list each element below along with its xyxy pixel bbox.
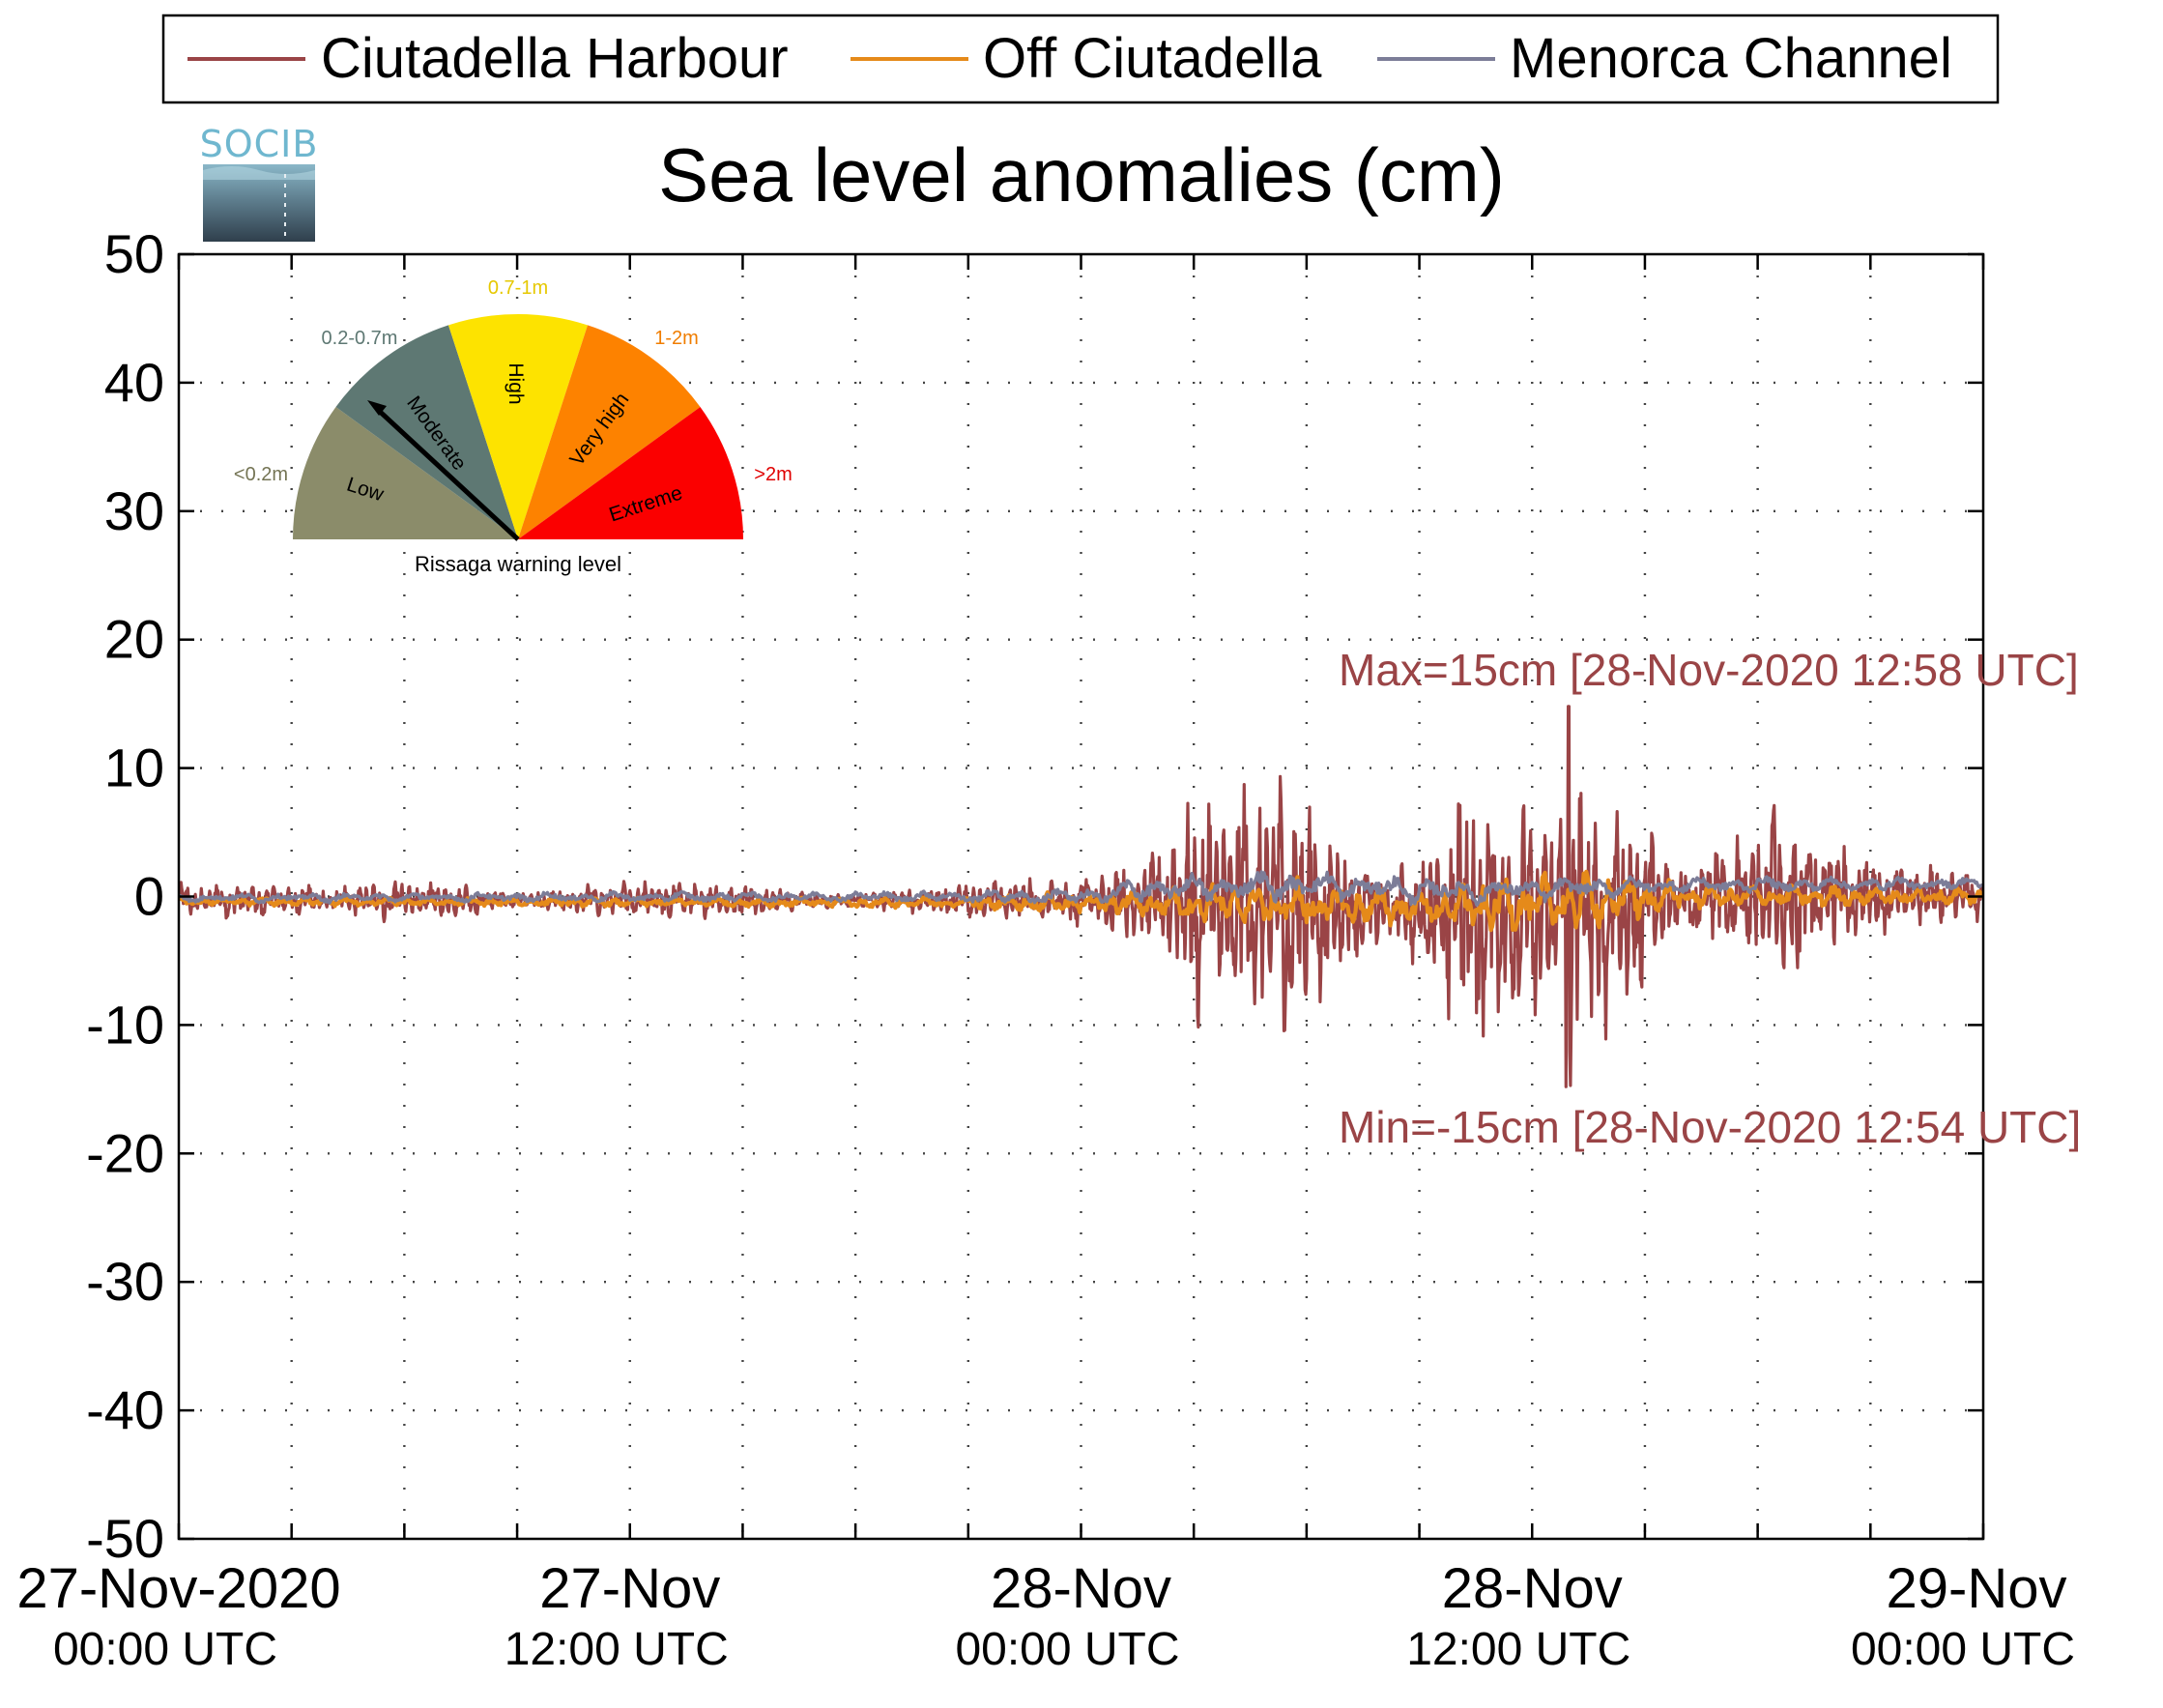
socib-logo-crest	[203, 166, 315, 180]
legend-item-off-ciutadella[interactable]: Off Ciutadella	[851, 27, 1322, 90]
x-tick-label-time: 00:00 UTC	[1851, 1624, 2075, 1675]
gauge-sector-high	[448, 313, 588, 539]
gauge-needle-head	[367, 400, 387, 416]
x-tick-label-time: 12:00 UTC	[1406, 1624, 1630, 1675]
gauge-sectors	[293, 313, 743, 539]
gauge-range-high: 0.7-1m	[488, 277, 548, 299]
gauge-range-low: <0.2m	[234, 464, 288, 485]
y-tick-label: 30	[104, 480, 164, 541]
gauge-sector-very-high	[518, 325, 701, 539]
gauge-caption: Rissaga warning level	[415, 552, 621, 576]
gauge-range-very-high: 1-2m	[654, 328, 699, 349]
legend: Ciutadella Harbour Off Ciutadella Menorc…	[161, 14, 2000, 104]
gauge-sector-extreme	[518, 407, 743, 539]
series-off-ciutadella	[179, 869, 1983, 933]
legend-box	[161, 14, 2000, 104]
y-axis-labels: 50 40 30 20 10 0 -10 -20 -30 -40 -50	[86, 223, 164, 1569]
socib-logo-text: SOCIB	[200, 123, 319, 165]
x-tick-label-date: 28-Nov	[1442, 1557, 1623, 1620]
y-tick-label: 10	[104, 738, 164, 798]
max-annotation: Max=15cm [28-Nov-2020 12:58 UTC]	[1339, 645, 2079, 695]
gauge-needle	[375, 407, 520, 541]
x-tick-label-date: 29-Nov	[1887, 1557, 2067, 1620]
gauge-sector-low	[293, 407, 518, 539]
x-tick-label-time: 00:00 UTC	[53, 1624, 277, 1675]
axis-ticks	[177, 252, 1985, 1541]
y-tick-label: -40	[86, 1379, 164, 1440]
y-tick-label: -10	[86, 994, 164, 1055]
y-tick-label: -20	[86, 1122, 164, 1183]
legend-label-off-ciutadella: Off Ciutadella	[983, 27, 1322, 90]
gauge-sector-moderate	[335, 325, 518, 539]
legend-item-menorca-channel[interactable]: Menorca Channel	[1377, 27, 1952, 90]
legend-label-ciutadella-harbour: Ciutadella Harbour	[321, 27, 789, 90]
x-tick-label-date: 27-Nov-2020	[16, 1557, 340, 1620]
y-tick-label: 0	[134, 866, 164, 927]
y-tick-label: 50	[104, 223, 164, 284]
socib-logo: SOCIB	[200, 123, 319, 242]
x-tick-label-date: 28-Nov	[991, 1557, 1171, 1620]
legend-label-menorca-channel: Menorca Channel	[1510, 27, 1952, 90]
min-annotation: Min=-15cm [28-Nov-2020 12:54 UTC]	[1339, 1102, 2081, 1152]
gauge-range-extreme: >2m	[754, 464, 792, 485]
gauge-range-moderate: 0.2-0.7m	[322, 328, 398, 349]
legend-item-ciutadella-harbour[interactable]: Ciutadella Harbour	[187, 27, 789, 90]
series-layer	[179, 705, 1983, 1088]
x-tick-label-time: 00:00 UTC	[955, 1624, 1179, 1675]
rissaga-gauge: Low Moderate High Very high Extreme <0.2…	[234, 277, 793, 576]
x-tick-label-time: 12:00 UTC	[505, 1624, 729, 1675]
chart-title: Sea level anomalies (cm)	[658, 132, 1505, 217]
gauge-label-high: High	[505, 362, 527, 404]
x-tick-label-date: 27-Nov	[539, 1557, 720, 1620]
y-tick-label: -30	[86, 1251, 164, 1312]
y-tick-label: -50	[86, 1508, 164, 1569]
y-tick-label: 20	[104, 609, 164, 670]
series-menorca-channel	[179, 870, 1983, 907]
y-tick-label: 40	[104, 352, 164, 413]
